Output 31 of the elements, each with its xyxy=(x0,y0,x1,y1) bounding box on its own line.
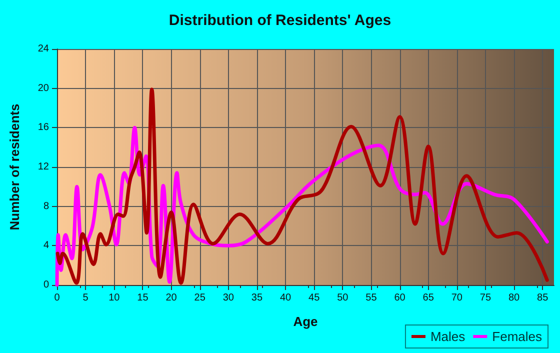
x-tick-label: 35 xyxy=(251,292,263,304)
legend-label: Males xyxy=(430,329,466,344)
x-tick-label: 40 xyxy=(280,292,292,304)
y-tick-label: 0 xyxy=(43,280,50,290)
x-tick-label: 20 xyxy=(166,292,178,304)
y-tick-label: 16 xyxy=(38,122,50,134)
x-tick-label: 10 xyxy=(108,292,120,304)
y-axis-title: Number of residents xyxy=(7,104,22,230)
y-tick-label: 24 xyxy=(38,44,50,54)
x-tick-label: 0 xyxy=(54,292,60,304)
y-tick-label: 8 xyxy=(43,200,50,212)
x-tick-label: 15 xyxy=(137,292,149,304)
x-tick-label: 70 xyxy=(451,292,463,304)
y-tick-label: 20 xyxy=(38,82,50,94)
chart-title: Distribution of Residents' Ages xyxy=(168,12,392,29)
x-tick-label: 25 xyxy=(194,292,206,304)
y-tick-label: 12 xyxy=(38,162,50,172)
x-tick-label: 75 xyxy=(480,292,492,304)
x-tick-label: 55 xyxy=(366,292,378,304)
x-tick-label: 45 xyxy=(308,292,320,304)
x-tick-label: 50 xyxy=(337,292,349,304)
x-tick-label: 80 xyxy=(508,292,520,304)
legend-label: Females xyxy=(492,329,542,344)
x-tick-label: 60 xyxy=(394,292,406,304)
line-series xyxy=(56,88,549,285)
y-tick-label: 4 xyxy=(43,240,50,252)
x-axis-title: Age xyxy=(293,314,318,329)
x-tick-label: 85 xyxy=(537,292,549,304)
x-tick-label: 65 xyxy=(422,292,434,304)
x-tick-label: 5 xyxy=(82,292,89,304)
x-tick-label: 30 xyxy=(222,292,234,304)
